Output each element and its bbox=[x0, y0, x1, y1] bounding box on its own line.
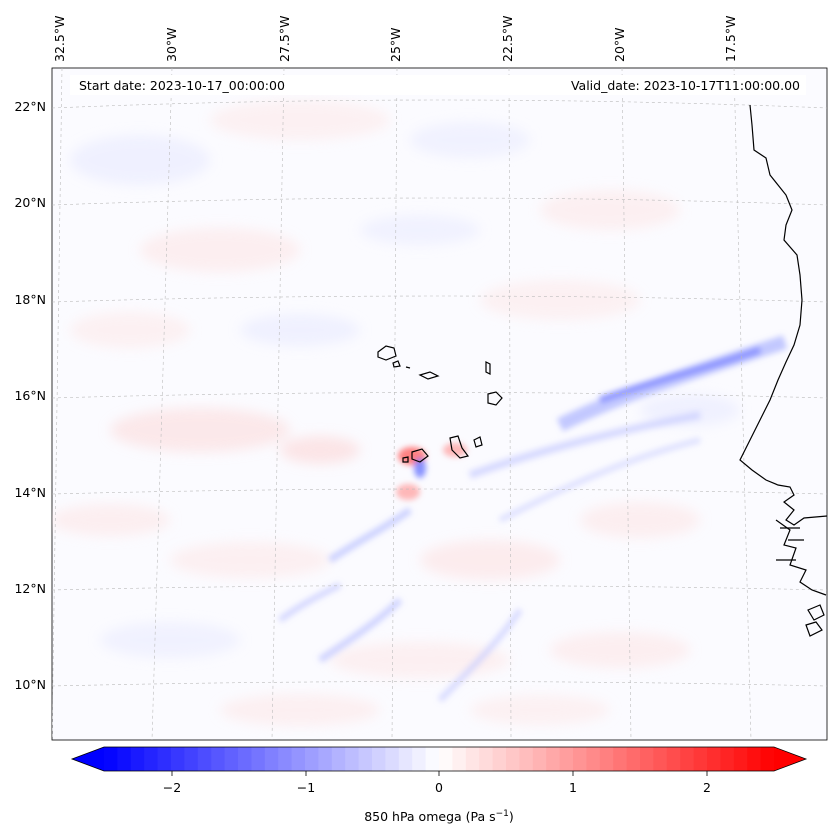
lat-tick-labels: 22°N 20°N 18°N 16°N 14°N 12°N 10°N bbox=[14, 99, 46, 692]
colorbar-cell bbox=[197, 747, 212, 771]
colorbar-cell bbox=[479, 747, 494, 771]
header-band bbox=[70, 75, 806, 95]
lat-tick: 16°N bbox=[14, 388, 46, 403]
colorbar-cell bbox=[251, 747, 266, 771]
cape-verde-maio bbox=[473, 436, 483, 448]
colorbar-cell bbox=[224, 747, 239, 771]
lat-tick: 22°N bbox=[14, 99, 46, 114]
lon-tick: 27.5°W bbox=[277, 16, 292, 62]
colorbar-cell bbox=[117, 747, 132, 771]
colorbar-cell bbox=[720, 747, 735, 771]
lat-tick: 20°N bbox=[14, 195, 46, 210]
colorbar-cell bbox=[733, 747, 748, 771]
colorbar-cell bbox=[358, 747, 373, 771]
colorbar-cell bbox=[452, 747, 467, 771]
lat-tick: 12°N bbox=[14, 581, 46, 596]
colorbar-cell bbox=[157, 747, 172, 771]
colorbar-ticks bbox=[171, 771, 708, 776]
colorbar-cell bbox=[707, 747, 721, 771]
colorbar-cell bbox=[184, 747, 199, 771]
lon-tick: 20°W bbox=[612, 27, 627, 62]
start-date-label: Start date: 2023-10-17_00:00:00 bbox=[79, 78, 285, 93]
lon-tick: 17.5°W bbox=[723, 16, 738, 62]
cape-verde-fogo bbox=[411, 448, 429, 463]
colorbar-extend-high bbox=[774, 747, 806, 771]
colorbar-label: 850 hPa omega (Pa s−1) bbox=[364, 809, 514, 824]
colorbar-cell bbox=[144, 747, 159, 771]
lat-tick: 14°N bbox=[14, 485, 46, 500]
colorbar-cell bbox=[640, 747, 654, 771]
colorbar-cell bbox=[573, 747, 587, 771]
colorbar-tick-label: 1 bbox=[569, 780, 577, 795]
cape-verde-boa-vista bbox=[487, 391, 503, 406]
colorbar-cell bbox=[291, 747, 306, 771]
colorbar-cell bbox=[532, 747, 547, 771]
colorbar-cell bbox=[519, 747, 534, 771]
cape-verde-sao-nicolau bbox=[418, 371, 440, 380]
colorbar-cell bbox=[680, 747, 695, 771]
colorbar-cell bbox=[626, 747, 641, 771]
lat-tick: 18°N bbox=[14, 292, 46, 307]
colorbar-cell bbox=[439, 747, 453, 771]
colorbar-cell bbox=[747, 747, 762, 771]
cape-verde-sal bbox=[485, 361, 491, 375]
colorbar-cell bbox=[760, 747, 775, 771]
colorbar-cell bbox=[506, 747, 520, 771]
coastlines bbox=[377, 104, 827, 637]
colorbar-cell bbox=[264, 747, 279, 771]
colorbar-cell bbox=[653, 747, 668, 771]
colorbar-cell bbox=[331, 747, 346, 771]
colorbar-outline bbox=[70, 746, 808, 772]
colorbar-cell bbox=[171, 747, 185, 771]
colorbar-tick-label: 2 bbox=[703, 780, 711, 795]
colorbar-cell bbox=[666, 747, 681, 771]
colorbar-cell bbox=[372, 747, 386, 771]
colorbar-cell bbox=[385, 747, 400, 771]
colorbar-tick-label: −2 bbox=[163, 780, 181, 795]
colorbar-tick-label: −1 bbox=[297, 780, 315, 795]
colorbar-cell bbox=[465, 747, 480, 771]
colorbar-cell bbox=[412, 747, 427, 771]
cape-verde-sao-vicente bbox=[392, 360, 401, 368]
cape-verde-santo-antao bbox=[377, 345, 397, 361]
colorbar-cell bbox=[345, 747, 360, 771]
colorbar-cell bbox=[318, 747, 333, 771]
colorbar-cell bbox=[238, 747, 252, 771]
colorbar-cell bbox=[305, 747, 319, 771]
colorbar-cell bbox=[693, 747, 708, 771]
colorbar: −2 −1 0 1 2 850 hPa omega (Pa s−1) bbox=[70, 746, 808, 824]
lon-tick: 32.5°W bbox=[52, 16, 67, 62]
lon-tick: 25°W bbox=[388, 27, 403, 62]
colorbar-cell bbox=[492, 747, 507, 771]
colorbar-cell bbox=[599, 747, 614, 771]
cape-verde-santiago bbox=[449, 435, 470, 459]
colorbar-cell bbox=[398, 747, 413, 771]
lon-tick: 22.5°W bbox=[500, 16, 515, 62]
colorbar-cell bbox=[104, 747, 118, 771]
colorbar-cell bbox=[278, 747, 293, 771]
colorbar-cell bbox=[559, 747, 574, 771]
colorbar-cell bbox=[211, 747, 226, 771]
colorbar-cell bbox=[586, 747, 601, 771]
colorbar-cell bbox=[613, 747, 628, 771]
colorbar-cell bbox=[546, 747, 561, 771]
colorbar-cells bbox=[104, 747, 775, 771]
lat-tick: 10°N bbox=[14, 677, 46, 692]
africa-coast bbox=[739, 104, 827, 526]
colorbar-cell bbox=[130, 747, 145, 771]
cape-verde-brava bbox=[402, 456, 409, 463]
lon-tick: 30°W bbox=[164, 27, 179, 62]
map-panel: Start date: 2023-10-17_00:00:00 Valid_da… bbox=[51, 67, 828, 741]
colorbar-extend-low bbox=[72, 747, 104, 771]
graticule bbox=[52, 68, 827, 740]
lon-tick-labels: 32.5°W 30°W 27.5°W 25°W 22.5°W 20°W 17.5… bbox=[52, 16, 738, 62]
omega-field bbox=[52, 68, 827, 740]
colorbar-tick-label: 0 bbox=[435, 780, 443, 795]
colorbar-cell bbox=[425, 747, 440, 771]
valid-date-label: Valid_date: 2023-10-17T11:00:00.00 bbox=[571, 78, 800, 93]
